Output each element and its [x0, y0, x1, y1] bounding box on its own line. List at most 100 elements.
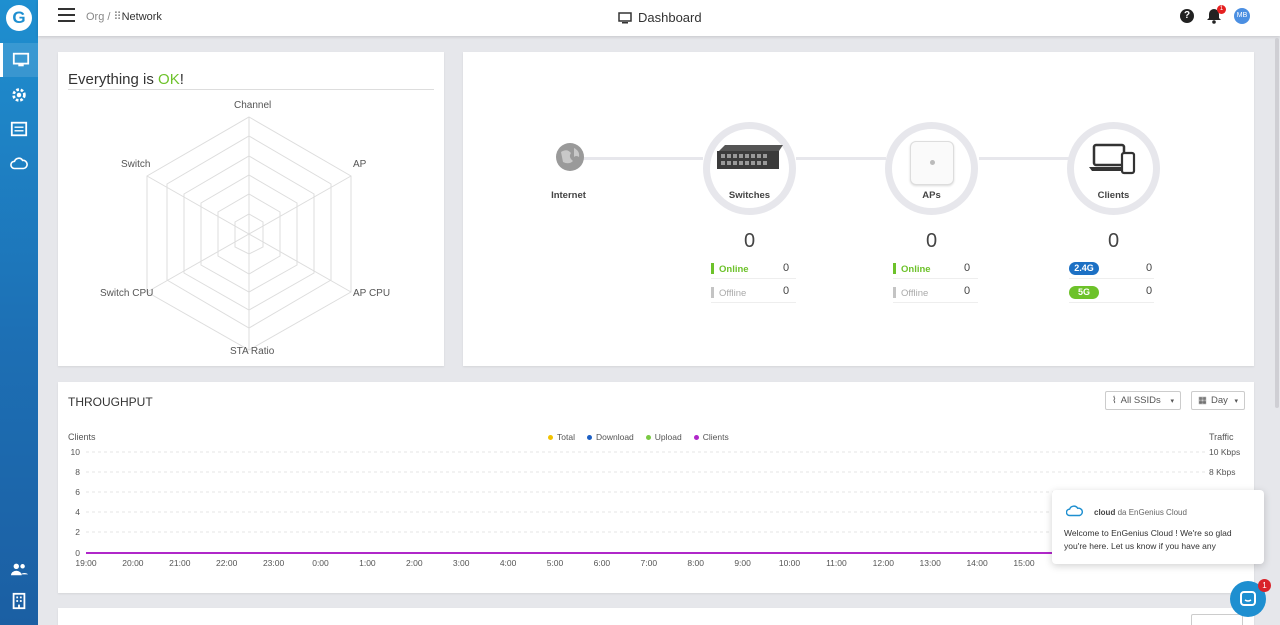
x-tick: 12:00 [872, 558, 894, 568]
x-tick: 6:00 [593, 558, 611, 568]
radar-chart [146, 116, 352, 351]
y-left-title: Clients [68, 432, 96, 442]
clients-24g-row [1069, 261, 1154, 279]
x-tick: 22:00 [216, 558, 238, 568]
switches-online-value: 0 [783, 262, 790, 274]
legend-upload[interactable]: Upload [645, 432, 682, 442]
x-tick: 14:00 [966, 558, 988, 568]
x-tick: 2:00 [406, 558, 423, 568]
aps-label: APs [922, 190, 941, 201]
topology-card: Internet Switches 0 Online 0 Offline 0 A… [463, 52, 1254, 366]
chat-launcher-button[interactable] [1230, 581, 1266, 617]
radar-axis-switch: Switch [121, 159, 151, 170]
switches-online-label: Online [719, 264, 749, 275]
radar-axis-ap: AP [353, 159, 367, 170]
list-view-icon[interactable] [0, 112, 38, 146]
x-tick: 1:00 [359, 558, 376, 568]
chat-icon [1240, 591, 1256, 606]
aps-offline-value: 0 [964, 285, 971, 297]
range-filter-dropdown[interactable]: ▦ Day ▾ [1191, 391, 1245, 410]
menu-icon[interactable] [58, 8, 75, 22]
chat-message: Welcome to EnGenius Cloud ! We're so gla… [1064, 528, 1232, 551]
x-tick: 23:00 [262, 558, 285, 568]
aps-offline-label: Offline [901, 288, 929, 299]
globe-icon[interactable] [555, 142, 585, 172]
x-tick: 21:00 [169, 558, 191, 568]
x-tick: 7:00 [640, 558, 658, 568]
switch-device-icon [717, 145, 783, 169]
status-ok: OK [158, 71, 180, 88]
x-tick: 19:00 [75, 558, 97, 568]
y-tick: 4 [75, 507, 80, 517]
breadcrumb: Org / ⠿Network [86, 10, 162, 23]
x-tick: 4:00 [499, 558, 517, 568]
aps-node[interactable] [885, 122, 978, 215]
aps-online-value: 0 [964, 262, 971, 274]
x-tick: 15:00 [1013, 558, 1035, 568]
radar-axis-sta-ratio: STA Ratio [230, 346, 275, 357]
aps-online-row: Online [893, 261, 978, 279]
monitor-icon[interactable] [0, 43, 38, 77]
clients-node[interactable] [1067, 122, 1160, 215]
breadcrumb-org[interactable]: Org / [86, 11, 111, 23]
gear-icon[interactable] [0, 78, 38, 112]
switches-count: 0 [743, 230, 756, 252]
cloud-icon[interactable] [0, 147, 38, 181]
help-icon[interactable]: ? [1180, 9, 1194, 23]
aps-online-label: Online [901, 264, 931, 275]
avatar[interactable]: MB [1234, 8, 1250, 24]
status-title: Everything is OK! [68, 71, 184, 88]
page-scrollbar[interactable] [1275, 38, 1279, 408]
legend-clients[interactable]: Clients [693, 432, 729, 442]
calendar-icon: ▦ [1198, 395, 1207, 406]
y-tick: 10 [70, 447, 80, 457]
chevron-down-icon: ▾ [1170, 397, 1174, 405]
aps-count: 0 [925, 230, 938, 252]
band-5g-badge: 5G [1069, 286, 1099, 299]
chat-sender: cloud da EnGenius Cloud [1094, 508, 1187, 517]
clients-label: Clients [1097, 190, 1130, 201]
legend-download[interactable]: Download [586, 432, 634, 442]
y-tick: 8 [75, 467, 80, 477]
page-title: Dashboard [618, 10, 702, 25]
clients-24g-value: 0 [1146, 262, 1153, 274]
x-tick: 5:00 [546, 558, 564, 568]
clients-5g-row [1069, 285, 1154, 303]
status-card: Everything is OK! Channel AP AP CPU STA … [58, 52, 444, 366]
laptop-phone-icon [1089, 143, 1136, 175]
band-24g-badge: 2.4G [1069, 262, 1099, 275]
chart-legend: Total Download Upload Clients [548, 432, 729, 442]
chat-unread-badge: 1 [1258, 579, 1271, 592]
radar-axis-channel: Channel [234, 100, 272, 111]
page-title-text: Dashboard [638, 10, 702, 25]
notification-badge: 1 [1217, 5, 1226, 14]
legend-total[interactable]: Total [548, 432, 575, 442]
y-right-tick: 8 Kbps [1209, 467, 1236, 477]
clients-5g-value: 0 [1146, 285, 1153, 297]
x-tick: 3:00 [452, 558, 470, 568]
y-tick: 0 [75, 548, 80, 558]
sidebar: G [0, 0, 38, 625]
ssid-filter-dropdown[interactable]: ⌇ All SSIDs ▾ [1105, 391, 1181, 410]
switches-node[interactable] [703, 122, 796, 215]
y-tick: 2 [75, 527, 80, 537]
panel-dropdown[interactable] [1191, 614, 1243, 625]
building-icon[interactable] [0, 584, 38, 618]
users-icon[interactable] [0, 552, 38, 586]
switches-label: Switches [728, 190, 771, 201]
x-tick: 8:00 [687, 558, 704, 568]
cloud-icon [1066, 505, 1083, 517]
breadcrumb-network[interactable]: Network [121, 11, 162, 23]
x-tick: 0:00 [312, 558, 329, 568]
switches-offline-label: Offline [719, 288, 747, 299]
radar-axis-switch-cpu: Switch CPU [100, 288, 154, 299]
engenius-logo[interactable]: G [6, 5, 32, 31]
y-right-tick: 10 Kbps [1209, 447, 1241, 457]
aps-offline-row: Offline [893, 285, 978, 303]
x-tick: 13:00 [919, 558, 941, 568]
access-point-icon [910, 141, 954, 185]
notifications-icon[interactable]: 1 [1206, 5, 1226, 24]
chat-popup[interactable]: cloud da EnGenius Cloud Welcome to EnGen… [1052, 490, 1264, 564]
radar-axis-ap-cpu: AP CPU [353, 288, 391, 299]
network-icon: ⠿ [113, 11, 122, 23]
